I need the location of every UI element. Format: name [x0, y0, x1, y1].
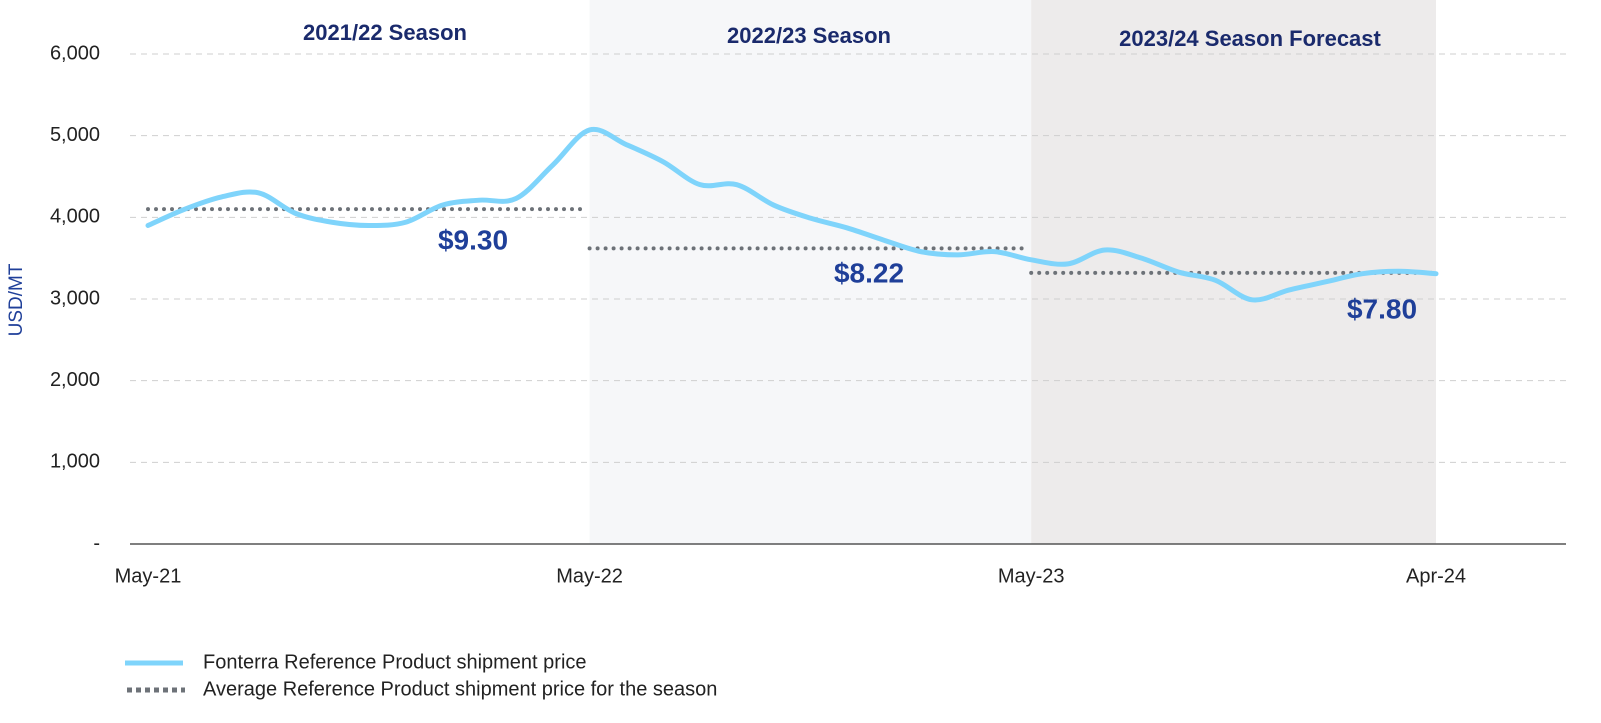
season-title: 2021/22 Season	[303, 20, 467, 45]
y-tick-label: 3,000	[50, 287, 100, 309]
x-tick-label: Apr-24	[1406, 565, 1466, 587]
y-tick-label: 5,000	[50, 124, 100, 146]
x-tick-label: May-22	[556, 565, 623, 587]
y-tick-label: 1,000	[50, 451, 100, 473]
y-axis-label: USD/MT	[6, 263, 27, 336]
season-title: 2023/24 Season Forecast	[1119, 26, 1381, 51]
legend-label: Average Reference Product shipment price…	[203, 678, 717, 700]
season-title: 2022/23 Season	[727, 23, 891, 48]
y-tick-label: 4,000	[50, 206, 100, 228]
season-price: $9.30	[438, 224, 508, 255]
x-tick-label: May-23	[998, 565, 1065, 587]
price-line	[145, 126, 1439, 303]
season-price: $8.22	[834, 257, 904, 288]
legend-label: Fonterra Reference Product shipment pric…	[203, 651, 587, 673]
season-price: $7.80	[1347, 293, 1417, 324]
season-band	[589, 0, 1032, 544]
y-tick-label: 2,000	[50, 369, 100, 391]
y-tick-label: 6,000	[50, 42, 100, 64]
y-tick-label: -	[93, 532, 100, 554]
x-tick-label: May-21	[115, 565, 182, 587]
